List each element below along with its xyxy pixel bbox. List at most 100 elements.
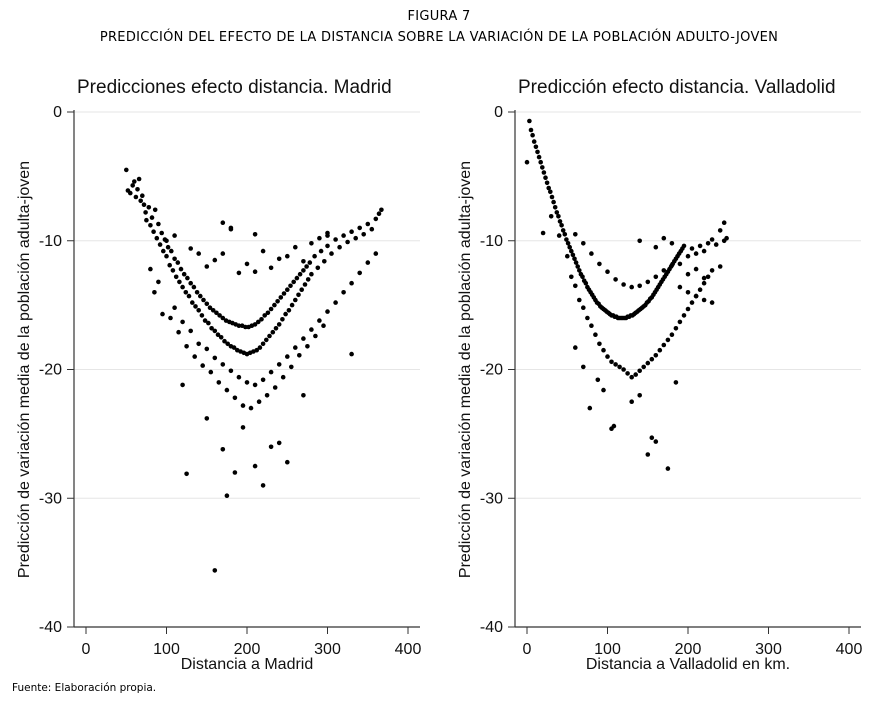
- data-point: [312, 253, 317, 259]
- data-point: [133, 194, 139, 200]
- data-point: [535, 149, 540, 155]
- data-point: [685, 290, 691, 295]
- data-point: [144, 217, 149, 223]
- data-point: [544, 180, 550, 186]
- data-point: [597, 261, 602, 267]
- x-tick-label: 300: [755, 641, 782, 658]
- data-point: [557, 219, 563, 224]
- data-point: [661, 235, 667, 241]
- data-point: [169, 248, 174, 254]
- data-point: [224, 387, 230, 393]
- data-point: [657, 347, 663, 353]
- data-point: [580, 274, 585, 280]
- y-tick-label: 0: [494, 104, 503, 121]
- data-point: [224, 493, 230, 499]
- data-point: [551, 199, 556, 205]
- data-point: [220, 251, 226, 256]
- data-point: [349, 280, 354, 286]
- data-point: [697, 287, 703, 292]
- data-point: [677, 319, 683, 325]
- y-tick-label: -40: [39, 619, 62, 636]
- data-point: [689, 246, 695, 251]
- data-point: [357, 270, 363, 276]
- data-point: [721, 220, 727, 225]
- data-point: [291, 279, 297, 285]
- data-point: [225, 341, 230, 347]
- data-point: [228, 368, 234, 374]
- data-point: [701, 297, 707, 303]
- data-point: [556, 233, 562, 238]
- data-point: [307, 260, 313, 265]
- y-tick-label: -30: [39, 490, 62, 507]
- data-point: [173, 274, 179, 280]
- data-point: [212, 355, 218, 361]
- y-tick-label: -10: [39, 233, 62, 250]
- data-point: [180, 319, 185, 325]
- scatter-chart-madrid: Predicciones efecto distancia. Madrid 0 -1…: [16, 77, 421, 673]
- data-point: [172, 256, 177, 262]
- data-point: [294, 275, 300, 281]
- data-point: [665, 337, 671, 343]
- data-point: [601, 387, 606, 393]
- data-point: [613, 362, 618, 367]
- data-point: [548, 189, 553, 195]
- data-point: [180, 284, 185, 290]
- x-tick-label: 300: [314, 641, 341, 658]
- data-point: [573, 232, 578, 237]
- chart-title: Predicción efecto distancia. Valladolid: [518, 77, 836, 98]
- y-tick-label: 0: [53, 104, 62, 121]
- data-point: [178, 266, 184, 272]
- data-point: [524, 159, 530, 165]
- data-point: [184, 344, 189, 349]
- data-point: [701, 275, 707, 281]
- data-point: [168, 315, 173, 321]
- data-point: [262, 313, 268, 318]
- data-point: [685, 306, 691, 312]
- data-point: [194, 290, 200, 295]
- data-point: [201, 297, 206, 303]
- data-point: [669, 262, 675, 268]
- data-point: [701, 248, 707, 254]
- data-point: [256, 399, 262, 405]
- data-point: [135, 187, 140, 192]
- data-point: [196, 341, 201, 347]
- data-point: [184, 471, 189, 477]
- data-point: [183, 290, 189, 295]
- data-point: [345, 239, 350, 245]
- data-point: [260, 341, 266, 347]
- data-point: [552, 205, 558, 210]
- data-point: [289, 302, 295, 308]
- data-point: [653, 439, 659, 444]
- data-point: [170, 268, 176, 273]
- data-point: [569, 274, 574, 280]
- data-point: [653, 274, 659, 280]
- data-point: [621, 367, 626, 372]
- data-point: [156, 279, 161, 285]
- data-point: [709, 300, 715, 305]
- data-point: [697, 243, 703, 249]
- scatter-chart-valladolid: Predicción efecto distancia. Valladolid 0…: [457, 77, 862, 673]
- data-point: [222, 338, 227, 344]
- data-point: [304, 264, 309, 269]
- data-point: [685, 271, 691, 277]
- data-point: [595, 377, 601, 383]
- data-point: [252, 232, 258, 237]
- data-point: [159, 230, 164, 236]
- data-point: [585, 315, 590, 321]
- data-point: [556, 214, 561, 219]
- data-point: [693, 251, 699, 256]
- data-point: [299, 287, 305, 292]
- data-point: [329, 251, 334, 256]
- data-point: [673, 326, 679, 331]
- data-point: [199, 313, 205, 318]
- data-point: [637, 393, 642, 398]
- data-point: [709, 237, 715, 242]
- data-point: [337, 244, 342, 250]
- data-point: [206, 320, 211, 326]
- data-point: [252, 463, 258, 469]
- data-point: [538, 159, 543, 165]
- data-point: [196, 308, 201, 313]
- data-point: [625, 371, 630, 376]
- data-point: [267, 333, 272, 339]
- data-point: [136, 176, 142, 182]
